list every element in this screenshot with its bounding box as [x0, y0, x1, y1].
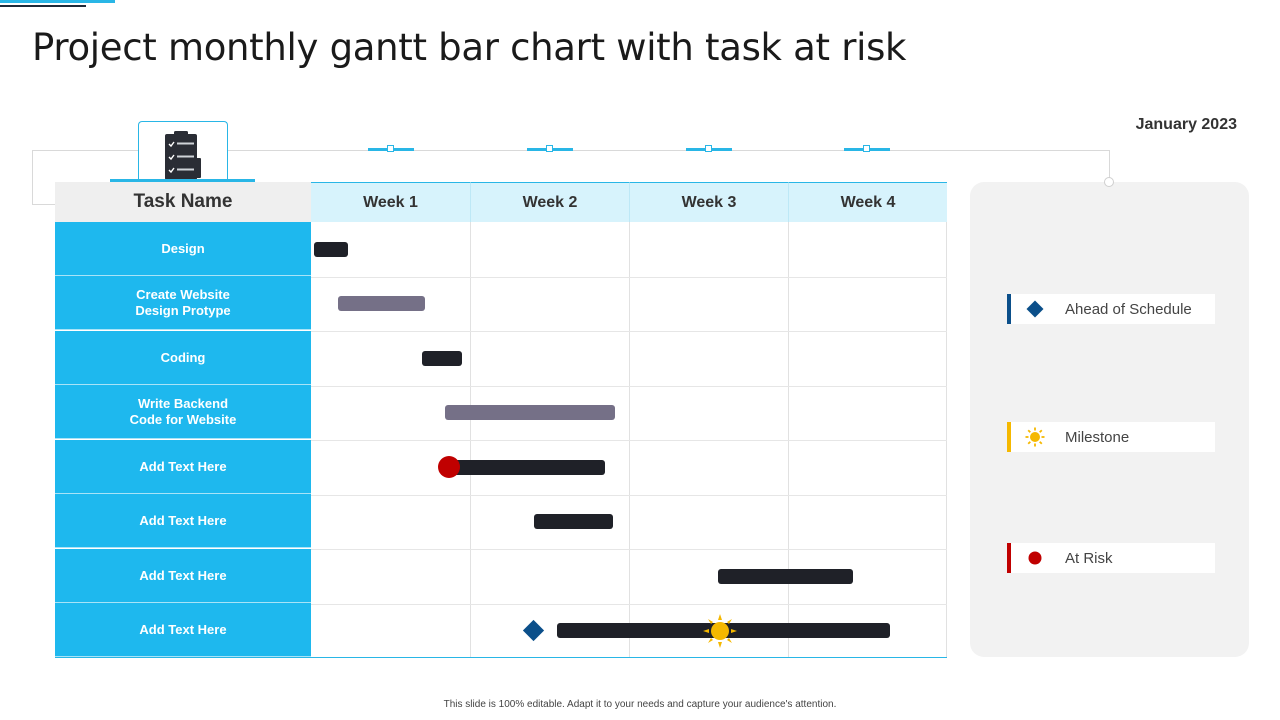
- task-name-header: Task Name: [55, 182, 311, 222]
- gantt-bar: [314, 241, 348, 257]
- clipboard-icon: [165, 131, 201, 180]
- gantt-bar: [718, 568, 854, 584]
- frame-line-right: [1109, 150, 1110, 183]
- sun-icon: [1025, 427, 1045, 447]
- gantt-grid: [311, 222, 947, 658]
- legend-label: Ahead of Schedule: [1065, 301, 1192, 318]
- legend-item-risk: At Risk: [1007, 543, 1215, 573]
- week-connector: [527, 145, 573, 152]
- week-connector: [686, 145, 732, 152]
- task-label: Add Text Here: [55, 440, 311, 494]
- task-label: Add Text Here: [55, 494, 311, 548]
- footer-note: This slide is 100% editable. Adapt it to…: [443, 699, 837, 710]
- row-gridline: [311, 386, 947, 387]
- frame-line-left-foot: [32, 204, 56, 205]
- row-gridline: [311, 440, 947, 441]
- row-gridline: [311, 331, 947, 332]
- week-header: Week 1: [311, 182, 470, 222]
- page-title: Project monthly gantt bar chart with tas…: [32, 26, 907, 69]
- task-label: Add Text Here: [55, 549, 311, 603]
- week-header: Week 2: [470, 182, 629, 222]
- legend-panel: Ahead of Schedule Milestone At Risk: [970, 177, 1249, 657]
- legend-item-ahead: Ahead of Schedule: [1007, 294, 1215, 324]
- gantt-bar: [422, 350, 463, 366]
- clipboard-card-underline: [110, 179, 255, 182]
- gantt-bar: [444, 405, 615, 421]
- week-connector: [368, 145, 414, 152]
- top-accent-bar: [0, 0, 115, 3]
- milestone-marker: [702, 613, 737, 648]
- legend-connector-dot: [1104, 177, 1114, 187]
- task-label: Write Backend Code for Website: [55, 385, 311, 439]
- top-accent-bar-dark: [0, 5, 86, 7]
- week-header: Week 4: [788, 182, 947, 222]
- gantt-bar: [338, 296, 426, 312]
- task-label: Design: [55, 222, 311, 276]
- task-label: Create Website Design Protype: [55, 276, 311, 330]
- risk-dot-icon: [1028, 551, 1042, 565]
- row-gridline: [311, 604, 947, 605]
- clipboard-card: [138, 121, 228, 181]
- task-label: Add Text Here: [55, 603, 311, 657]
- task-label: Coding: [55, 331, 311, 385]
- row-gridline: [311, 495, 947, 496]
- gantt-bar: [449, 459, 606, 475]
- legend-label: Milestone: [1065, 429, 1130, 446]
- week-header: Week 3: [629, 182, 788, 222]
- row-gridline: [311, 549, 947, 550]
- diamond-icon: [1026, 300, 1044, 318]
- legend-item-milestone: Milestone: [1007, 422, 1215, 452]
- gantt-bar: [533, 514, 614, 530]
- frame-line-left: [32, 150, 33, 205]
- table-bottom-rule: [55, 657, 947, 658]
- row-gridline: [311, 277, 947, 278]
- period-label: January 2023: [1135, 116, 1237, 133]
- legend-label: At Risk: [1065, 550, 1113, 567]
- gantt-chart: Task Name Week 1 Week 2 Week 3 Week 4 De…: [55, 182, 947, 658]
- week-connector: [844, 145, 890, 152]
- ahead-of-schedule-marker: [522, 620, 545, 642]
- at-risk-marker: [438, 456, 461, 479]
